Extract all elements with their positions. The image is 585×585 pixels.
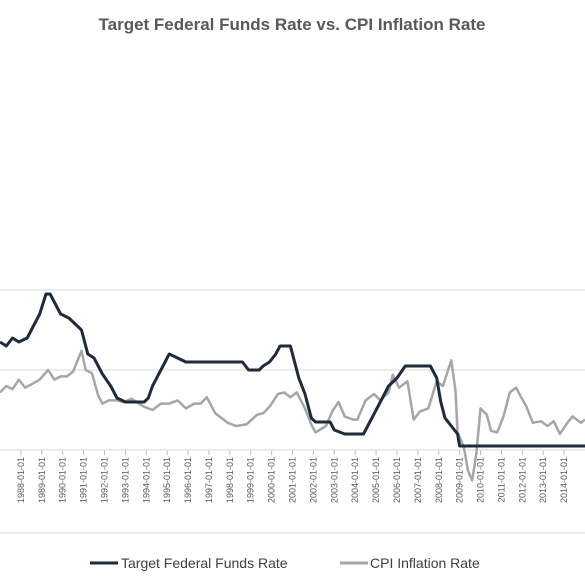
x-tick-label: 2012-01-01: [517, 457, 527, 503]
series-line-target-federal-funds-rate: [0, 292, 585, 448]
x-tick-label: 2008-01-01: [434, 457, 444, 503]
series-layer: [0, 292, 585, 482]
x-tick-label: 1994-01-01: [141, 457, 151, 503]
x-tick-label: 1997-01-01: [204, 457, 214, 503]
legend-label-target-federal-funds-rate: Target Federal Funds Rate: [121, 555, 288, 571]
x-tick-label: 1989-01-01: [37, 457, 47, 503]
gridlines: [0, 289, 585, 534]
x-tick-label: 1988-01-01: [16, 457, 26, 503]
x-tick-label: 1990-01-01: [58, 457, 68, 503]
x-tick-label: 2004-01-01: [350, 457, 360, 503]
legend-label-cpi-inflation-rate: CPI Inflation Rate: [370, 555, 480, 571]
x-tick-label: 2003-01-01: [329, 457, 339, 503]
x-tick-label: 2005-01-01: [371, 457, 381, 503]
x-tick-label: 1992-01-01: [99, 457, 109, 503]
x-tick-label: 2002-01-01: [308, 457, 318, 503]
x-tick-label: 2000-01-01: [267, 457, 277, 503]
chart-title: Target Federal Funds Rate vs. CPI Inflat…: [99, 15, 486, 34]
x-tick-label: 1998-01-01: [225, 457, 235, 503]
x-tick-label: 1993-01-01: [120, 457, 130, 503]
legend: Target Federal Funds Rate CPI Inflation …: [90, 555, 480, 571]
x-tick-label: 1999-01-01: [246, 457, 256, 503]
x-tick-label: 2014-01-01: [559, 457, 569, 503]
x-tick-label: 2010-01-01: [476, 457, 486, 503]
x-tick-label: 2001-01-01: [288, 457, 298, 503]
x-tick-label: 2007-01-01: [413, 457, 423, 503]
x-tick-label: 1991-01-01: [79, 457, 89, 503]
x-tick-label: 1996-01-01: [183, 457, 193, 503]
x-tick-label: 2009-01-01: [455, 457, 465, 503]
x-axis: 1988-01-01 1989-01-01 1990-01-01 1991-01-01…: [16, 450, 569, 503]
x-tick-label: 2006-01-01: [392, 457, 402, 503]
x-tick-label: 1995-01-01: [162, 457, 172, 503]
series-line-cpi-inflation-rate: [0, 349, 585, 482]
x-tick-label: 2011-01-01: [496, 457, 506, 502]
x-tick-label: 2013-01-01: [538, 457, 548, 503]
